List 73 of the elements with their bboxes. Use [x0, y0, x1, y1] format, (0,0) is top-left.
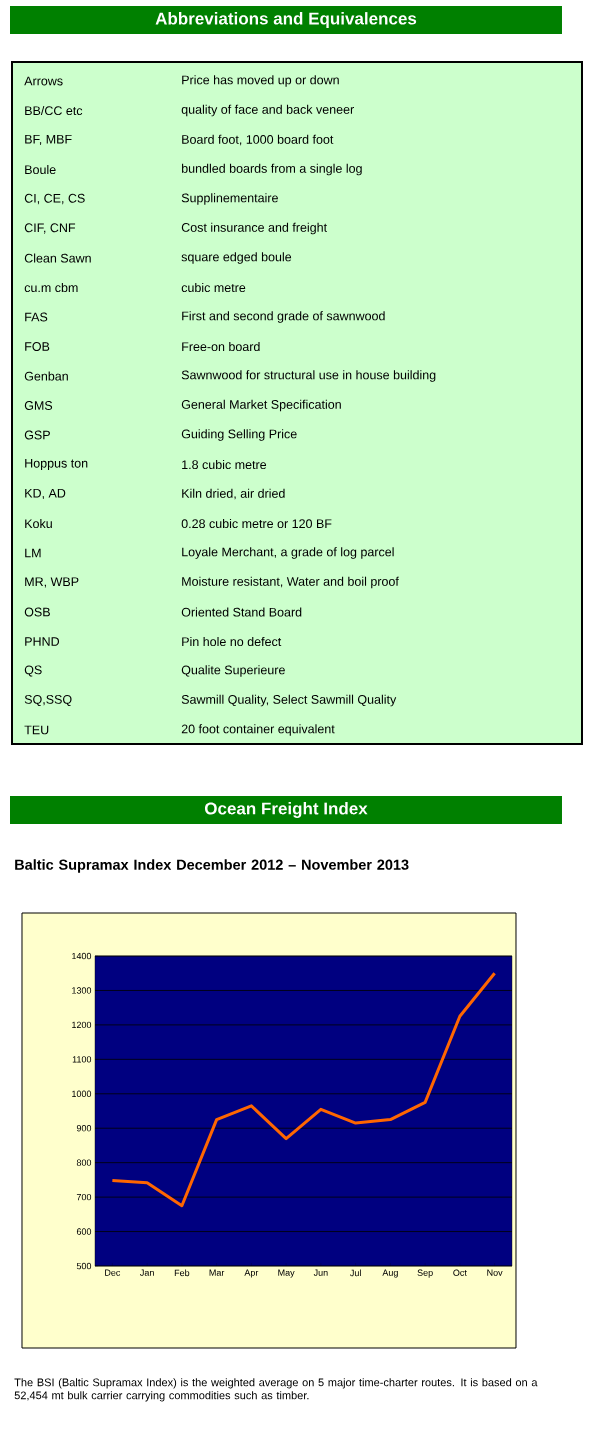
text: Hoppus ton [25, 458, 88, 471]
text: bundled boards from a single log [182, 163, 362, 176]
text: FAS [25, 312, 48, 322]
y-tick-label: 900 [76, 1125, 92, 1132]
x-tick-label: May [278, 1269, 295, 1278]
x-tick-label: Sep [417, 1269, 433, 1278]
text: Clean Sawn [24, 253, 91, 263]
text: Abbreviations and Equivalences [155, 12, 417, 28]
text: Guiding Selling Price [181, 429, 297, 441]
text: Sawmill Quality, Select Sawmill Quality [181, 694, 397, 707]
text: QS [24, 665, 42, 677]
text: GSP [24, 430, 50, 440]
y-tick-label: 700 [76, 1193, 92, 1201]
text: BB/CC etc [25, 105, 83, 116]
x-tick-label: Apr [244, 1269, 259, 1278]
text: LM [25, 548, 41, 558]
text: 20 foot container equivalent [181, 724, 335, 736]
text: Qualite Superieure [181, 665, 285, 677]
text: 0.28 cubic metre or 120 BF [181, 518, 332, 529]
text: Board foot, 1000 board foot [182, 134, 334, 146]
y-tick-label: 500 [76, 1262, 92, 1270]
text: quality of face and back veneer [181, 104, 354, 117]
x-tick-label: Jun [313, 1269, 328, 1276]
y-tick-label: 800 [76, 1159, 92, 1166]
chart-title: Ocean Freight Index [204, 802, 368, 818]
y-tick-label: 600 [76, 1228, 92, 1235]
text: CI, CE, CS [24, 193, 85, 205]
text: cubic metre [181, 282, 246, 293]
x-tick-label: Dec [105, 1269, 121, 1276]
text: Pin hole no defect [182, 636, 282, 647]
text: Koku [25, 518, 52, 529]
text: Moisture resistant, Water and boil proof [182, 576, 399, 589]
x-tick-label: Jan [140, 1269, 154, 1276]
text: Loyale Merchant, a grade of log parcel [182, 547, 394, 559]
text: Kiln dried, air dried [182, 488, 285, 500]
text: CIF, CNF [24, 223, 76, 234]
text: square edged boule [181, 252, 292, 264]
text: Boule [25, 164, 56, 175]
x-tick-label: Jul [350, 1269, 361, 1277]
text: Free-on board [182, 341, 260, 352]
y-tick-label: 1300 [72, 987, 92, 994]
text: Price has moved up or down [182, 75, 339, 87]
x-tick-label: Oct [453, 1269, 467, 1276]
text: General Market Specification [181, 399, 341, 412]
x-tick-label: Nov [487, 1269, 503, 1276]
text: KD, AD [25, 488, 66, 500]
text: Sawnwood for structural use in house building [181, 370, 436, 382]
text: cu.m cbm [24, 282, 78, 293]
y-tick-label: 1000 [72, 1090, 92, 1097]
text: Oriented Stand Board [181, 607, 302, 617]
text: OSB [24, 607, 50, 617]
x-tick-label: Aug [382, 1269, 398, 1278]
text: Genban [24, 371, 68, 381]
text: The BSI (Baltic Supramax Index) is the weighted average on 5 major time-charter routes. It is based on a 52,454 mt bulk carrier carrying commodities such as timber. [14, 1378, 538, 1402]
text: Cost insurance and freight [181, 222, 327, 235]
text: SQ,SSQ [24, 694, 72, 707]
text: TEU [24, 725, 49, 735]
text: Supplinementaire [181, 193, 278, 205]
x-tick-label: Feb [174, 1269, 190, 1277]
text: Arrows [24, 76, 63, 86]
y-tick-label: 1400 [72, 952, 92, 960]
text: FOB [25, 342, 50, 351]
y-tick-label: 1100 [72, 1056, 92, 1063]
text: BF, MBF [25, 134, 72, 146]
text: GMS [24, 401, 53, 410]
y-tick-label: 1200 [72, 1021, 92, 1029]
line-series [110, 971, 497, 1208]
text: First and second grade of sawnwood [182, 311, 385, 323]
chart-subtitle: Baltic Supramax Index December 2012 – November 2013 [15, 859, 409, 873]
text: 1.8 cubic metre [182, 459, 267, 470]
x-tick-label: Mar [209, 1269, 225, 1276]
text: PHND [25, 637, 60, 646]
text: MR, WBP [25, 577, 79, 588]
